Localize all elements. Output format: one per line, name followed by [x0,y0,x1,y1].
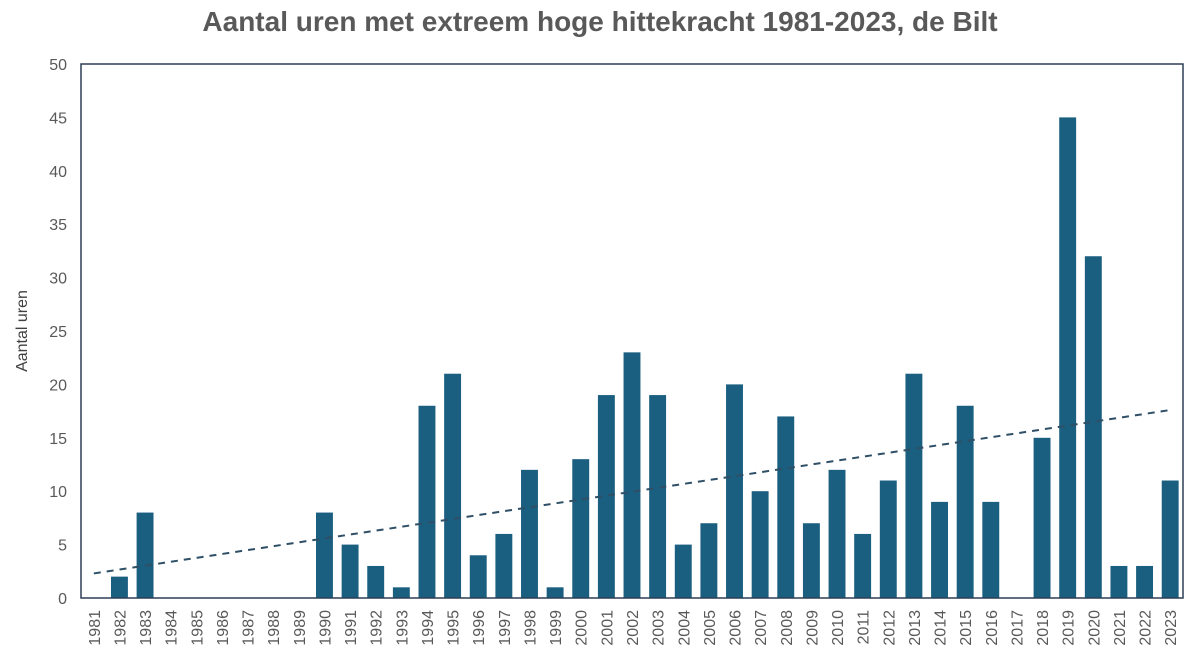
y-tick-35: 35 [49,217,67,234]
x-tick-1989: 1989 [292,610,309,646]
x-tick-2004: 2004 [676,610,693,646]
bar-2002 [623,352,641,598]
bar-2015 [956,405,974,598]
x-tick-1981: 1981 [87,610,104,646]
bar-2018 [1033,437,1051,598]
x-tick-2019: 2019 [1061,610,1078,646]
bar-2022 [1136,565,1154,598]
x-tick-1995: 1995 [446,610,463,646]
bar-2016 [982,501,1000,598]
x-tick-2022: 2022 [1138,610,1155,646]
x-tick-1987: 1987 [241,610,258,646]
bar-1991 [341,544,359,598]
bar-1993 [392,587,410,598]
x-tick-1990: 1990 [317,610,334,646]
bar-1998 [521,469,538,598]
x-tick-1998: 1998 [522,610,539,646]
x-tick-2003: 2003 [651,610,668,646]
bar-2019 [1059,117,1077,599]
bar-1999 [546,587,564,598]
x-tick-2012: 2012 [881,610,898,646]
x-tick-1997: 1997 [497,610,514,646]
x-tick-2010: 2010 [830,610,847,646]
bar-2004 [674,544,692,598]
bar-2005 [700,523,718,598]
y-tick-10: 10 [49,484,67,501]
chart-title: Aantal uren met extreem hoge hittekracht… [202,6,998,37]
bar-2001 [597,395,615,598]
x-tick-2009: 2009 [804,610,821,646]
bar-2008 [777,416,795,598]
x-tick-2021: 2021 [1112,610,1129,646]
x-tick-1999: 1999 [548,610,565,646]
x-tick-1996: 1996 [471,610,488,646]
x-tick-2002: 2002 [625,610,642,646]
x-tick-2006: 2006 [728,610,745,646]
bar-2010 [828,469,846,598]
x-tick-2007: 2007 [753,610,770,646]
x-tick-labels: 1981 1982 1983 1984 1985 1986 1987 1988 1989 1990… [87,610,1180,646]
plot-frame [80,63,1184,599]
bar-2006 [726,384,743,598]
bar-2021 [1110,565,1128,598]
bar-1995 [444,373,462,598]
x-tick-2020: 2020 [1086,610,1103,646]
bar-2020 [1084,256,1102,598]
x-tick-1991: 1991 [343,610,360,646]
x-tick-2013: 2013 [907,610,924,646]
bar-1997 [495,533,513,598]
y-tick-0: 0 [58,591,67,608]
bar-2003 [649,395,667,598]
bar-2011 [854,533,872,598]
y-axis-label: Aantal uren [14,290,31,372]
x-tick-2008: 2008 [779,610,796,646]
bar-2000 [572,459,590,598]
bar-2007 [751,491,769,598]
x-tick-2018: 2018 [1035,610,1052,646]
bar-2012 [879,480,897,598]
y-tick-40: 40 [49,164,67,181]
bar-2013 [905,373,923,598]
x-tick-1992: 1992 [369,610,386,646]
y-tick-30: 30 [49,271,67,288]
x-tick-2016: 2016 [984,610,1001,646]
y-tick-20: 20 [49,377,67,394]
y-tick-15: 15 [49,431,67,448]
bar-1994 [418,405,436,598]
x-tick-1994: 1994 [420,610,437,646]
bar-1982 [110,576,128,598]
x-tick-1988: 1988 [266,610,283,646]
bar-1983 [136,512,154,598]
x-tick-2005: 2005 [702,610,719,646]
y-tick-5: 5 [58,538,67,555]
bar-1990 [316,512,333,598]
x-tick-2023: 2023 [1163,610,1180,646]
x-tick-1982: 1982 [112,610,129,646]
x-tick-2015: 2015 [958,610,975,646]
bar-2023 [1161,480,1179,598]
y-tick-25: 25 [49,324,67,341]
bars-layer [110,117,1179,599]
x-tick-1983: 1983 [138,610,155,646]
y-tick-45: 45 [49,110,67,127]
bar-1996 [469,555,487,598]
x-tick-2017: 2017 [1009,610,1026,646]
x-tick-2011: 2011 [856,610,873,645]
x-tick-2001: 2001 [599,610,616,646]
y-tick-labels: 0 5 10 15 20 25 30 35 40 45 50 [49,57,67,608]
x-tick-1993: 1993 [394,610,411,646]
x-tick-1985: 1985 [189,610,206,646]
x-tick-1984: 1984 [164,610,181,646]
x-tick-2000: 2000 [574,610,591,646]
bar-1992 [367,565,385,598]
bar-2014 [931,501,948,598]
x-tick-1986: 1986 [215,610,232,646]
x-tick-2014: 2014 [933,610,950,646]
frame-layer [80,63,1184,599]
y-tick-50: 50 [49,57,67,74]
bar-2009 [802,523,820,598]
